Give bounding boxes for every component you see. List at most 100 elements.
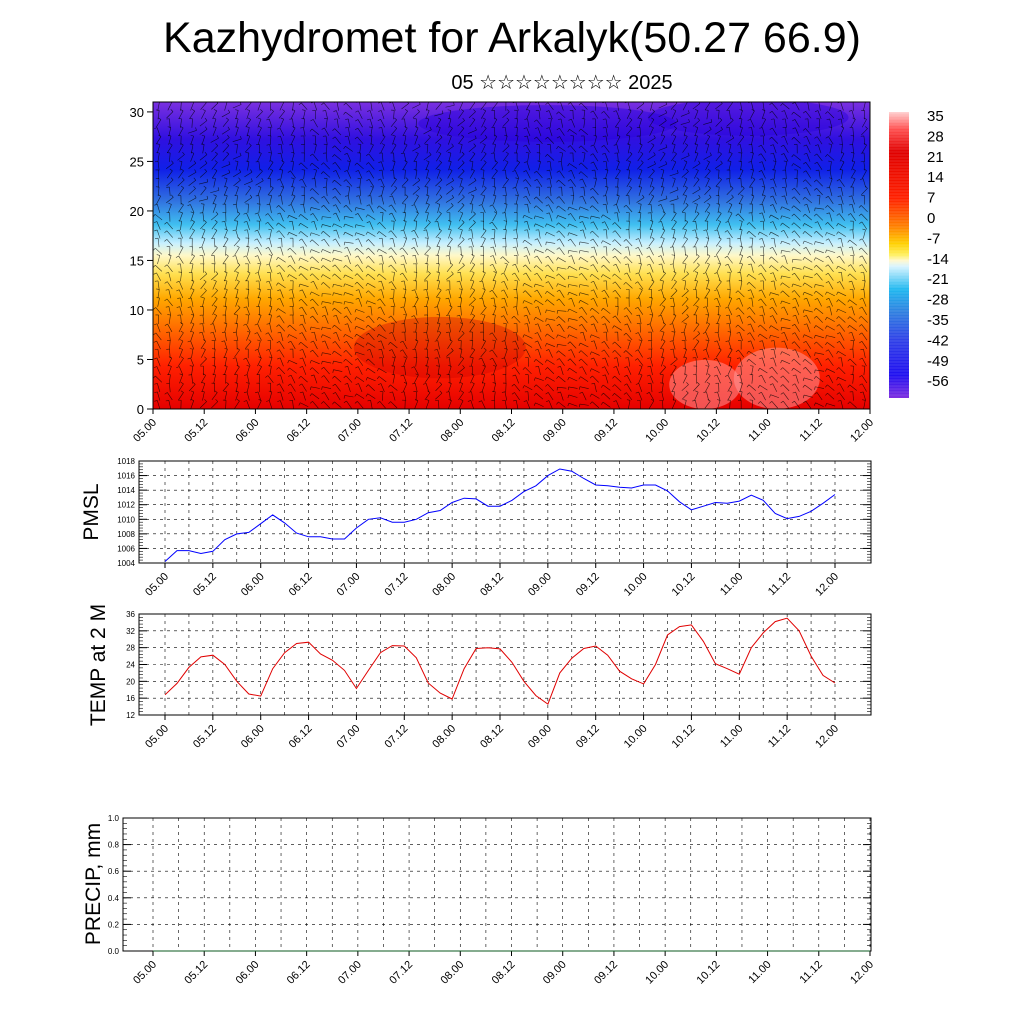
- wind-barb: [772, 383, 778, 392]
- wind-barb: [817, 110, 822, 120]
- wind-barb: [279, 272, 284, 282]
- wind-barb: [558, 179, 566, 187]
- wind-barb: [392, 161, 396, 171]
- wind-barb-flag: [848, 331, 852, 334]
- wind-barb-flag: [223, 279, 228, 282]
- wind-barb: [794, 119, 800, 128]
- wind-barb: [322, 334, 331, 339]
- wind-barb: [460, 246, 462, 256]
- wind-barb: [492, 213, 498, 222]
- wind-barb: [482, 263, 485, 273]
- wind-barb: [246, 391, 250, 401]
- wind-barb: [426, 323, 429, 333]
- wind-barb: [470, 272, 475, 282]
- wind-barb-flag: [489, 221, 493, 225]
- wind-barb-flag: [153, 366, 157, 369]
- wind-barb-flag: [791, 213, 795, 217]
- wind-barb: [178, 289, 184, 299]
- wind-barb: [481, 119, 486, 128]
- wind-barb-flag: [204, 160, 208, 164]
- wind-barb-flag: [848, 110, 853, 112]
- wind-barb-flag: [425, 399, 430, 401]
- wind-barb-flag: [400, 306, 404, 309]
- wind-barb: [201, 332, 205, 341]
- wind-barb: [761, 195, 766, 205]
- wind-barb: [863, 366, 866, 376]
- wind-barb-flag: [650, 194, 654, 197]
- wind-barb: [167, 281, 173, 290]
- wind-barb: [233, 171, 242, 178]
- wind-barb: [157, 102, 160, 111]
- wind-barb: [404, 323, 406, 333]
- wind-barb-flag: [437, 168, 441, 171]
- wind-barb: [344, 301, 354, 304]
- wind-barb-flag: [321, 401, 324, 404]
- wind-barb: [580, 358, 588, 366]
- wind-barb-flag: [646, 246, 650, 249]
- wind-barb: [593, 298, 598, 307]
- wind-barb-flag: [836, 351, 839, 355]
- wind-barb: [759, 385, 768, 391]
- wind-barb-flag: [567, 213, 571, 216]
- wind-barb-flag: [213, 194, 217, 197]
- wind-barb: [568, 284, 578, 287]
- wind-barb-flag: [355, 213, 359, 216]
- wind-barb-flag: [556, 215, 559, 219]
- wind-barb: [425, 161, 430, 171]
- wind-barb-flag: [388, 264, 392, 268]
- wind-barb-flag: [646, 323, 651, 326]
- wind-barb-flag: [247, 271, 251, 274]
- wind-barb: [704, 255, 711, 264]
- wind-barb-flag: [578, 300, 581, 304]
- wind-barb-flag: [492, 143, 496, 145]
- wind-barb: [393, 289, 395, 299]
- wind-barb: [291, 204, 296, 213]
- wind-barb: [781, 351, 791, 356]
- wind-barb-flag: [504, 262, 508, 265]
- wind-barb: [289, 324, 297, 332]
- wind-barb-flag: [365, 231, 368, 235]
- wind-barb: [504, 391, 508, 401]
- wind-barb-flag: [221, 220, 225, 223]
- wind-barb-flag: [354, 162, 358, 166]
- wind-barb-flag: [344, 366, 348, 368]
- wind-barb: [837, 377, 847, 382]
- wind-barb-flag: [415, 211, 419, 214]
- wind-barb-flag: [302, 109, 306, 111]
- wind-barb-flag: [512, 187, 516, 189]
- wind-barb-flag: [268, 305, 273, 307]
- wind-barb: [235, 391, 239, 401]
- wind-barb-flag: [266, 118, 270, 121]
- wind-barb: [334, 273, 342, 280]
- wind-barb: [457, 239, 465, 247]
- wind-barb-flag: [246, 109, 250, 111]
- wind-barb: [525, 272, 531, 281]
- wind-barb: [290, 392, 296, 401]
- wind-barb: [804, 282, 813, 289]
- wind-barb: [582, 221, 587, 230]
- wind-barb: [234, 349, 240, 358]
- wind-barb-flag: [271, 109, 274, 112]
- wind-barb: [727, 247, 733, 256]
- wind-barb: [493, 238, 497, 248]
- wind-barb-flag: [354, 358, 358, 361]
- wind-barb-flag: [423, 383, 427, 385]
- wind-barb: [491, 102, 498, 111]
- wind-barb: [581, 315, 588, 324]
- wind-barb-flag: [300, 127, 304, 129]
- wind-barb: [402, 340, 408, 350]
- wind-barb-flag: [724, 230, 728, 233]
- wind-barb-flag: [781, 110, 785, 112]
- wind-barb: [180, 272, 182, 282]
- wind-barb: [235, 204, 239, 214]
- wind-barb-flag: [489, 204, 493, 207]
- wind-barb-flag: [802, 179, 806, 183]
- wind-barb-flag: [792, 374, 796, 377]
- wind-barb: [658, 112, 667, 117]
- wind-barb-flag: [713, 366, 718, 369]
- wind-barb-flag: [698, 186, 701, 190]
- wind-barb: [435, 187, 442, 196]
- wind-barb-flag: [725, 340, 729, 342]
- wind-barb: [166, 179, 174, 187]
